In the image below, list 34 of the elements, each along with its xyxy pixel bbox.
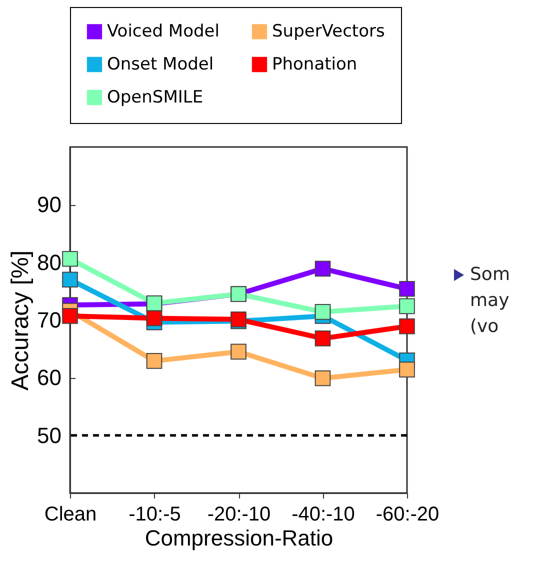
point	[399, 362, 415, 378]
x-tick-label: -20:-10	[207, 504, 271, 526]
point	[62, 272, 78, 288]
x-tick-label: -10:-5	[128, 504, 181, 526]
text: may	[470, 289, 510, 313]
text: Som	[470, 263, 510, 287]
point	[314, 370, 331, 386]
legend-label: Phonation	[272, 54, 358, 74]
text: (vo	[470, 315, 500, 339]
point	[314, 330, 331, 346]
legend-label: Onset Model	[107, 54, 214, 74]
point	[399, 298, 415, 314]
x-axis-title: Compression-Ratio	[144, 526, 334, 550]
x-tick-label: -40:-10	[292, 504, 355, 526]
y-tick-label: 90	[37, 192, 62, 218]
legend-label: Voiced Model	[107, 22, 220, 42]
y-tick-label: 80	[37, 250, 62, 275]
legend-label: OpenSMILE	[107, 88, 204, 108]
y-tick-label: 50	[37, 422, 62, 448]
point	[62, 308, 78, 324]
point	[314, 304, 331, 320]
legend-label: SuperVectors	[272, 22, 385, 42]
point	[62, 250, 78, 267]
y-tick-label: 70	[37, 308, 62, 332]
y-axis-title: Accuracy [%]	[7, 250, 34, 391]
point	[146, 310, 162, 326]
point	[399, 280, 415, 297]
point	[230, 344, 246, 360]
point	[146, 353, 162, 369]
x-tick-label: -60:-20	[376, 504, 440, 526]
y-tick-label: 60	[37, 365, 62, 390]
x-tick-label: Clean	[44, 504, 97, 526]
point	[399, 318, 415, 334]
point	[314, 260, 331, 277]
